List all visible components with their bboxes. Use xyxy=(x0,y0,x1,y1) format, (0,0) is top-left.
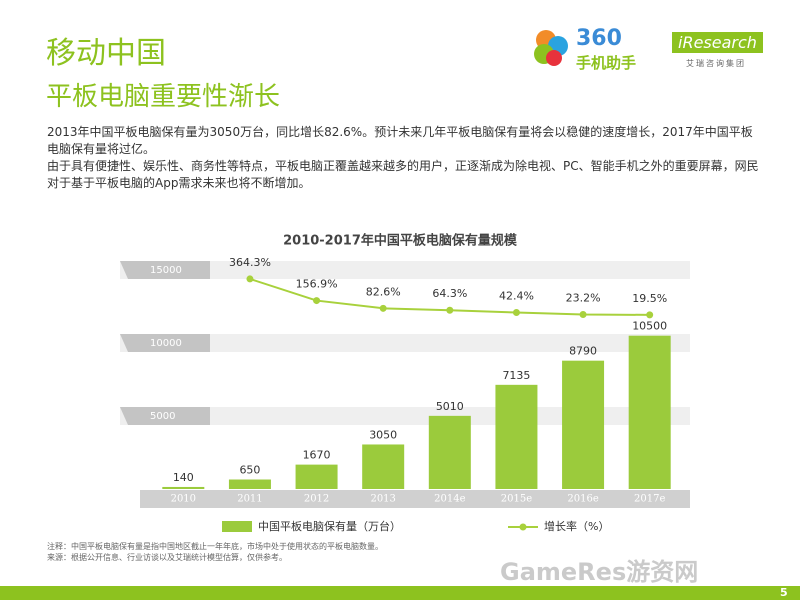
footer-bar xyxy=(0,586,800,600)
bar xyxy=(628,335,671,489)
growth-label: 64.3% xyxy=(432,287,467,300)
growth-point xyxy=(512,309,520,317)
x-tick-label: 2013 xyxy=(370,494,395,505)
y-tick-label: 5000 xyxy=(150,411,175,422)
bar xyxy=(228,479,271,489)
x-tick-label: 2014e xyxy=(434,494,465,505)
bar xyxy=(562,360,605,489)
bar-label: 3050 xyxy=(369,428,397,441)
bar xyxy=(428,415,471,489)
grid-band xyxy=(120,334,690,352)
growth-point xyxy=(579,311,587,319)
tick-ribbon xyxy=(120,261,210,279)
page-number: 5 xyxy=(780,586,788,599)
brand: 360 xyxy=(576,26,622,51)
legend-label: 中国平板电脑保有量（万台） xyxy=(258,519,401,533)
brand-sub: 手机助手 xyxy=(576,54,637,72)
title: 移动中国 xyxy=(46,36,166,71)
paragraph: 由于具有便捷性、娱乐性、商务性等特点，平板电脑正覆盖越来越多的用户，正逐渐成为除… xyxy=(47,159,759,190)
brand-icon xyxy=(534,30,568,66)
growth-label: 42.4% xyxy=(499,290,534,303)
x-tick-label: 2012 xyxy=(304,494,329,505)
x-axis-band xyxy=(140,490,690,508)
research-logo: iResearch xyxy=(672,32,763,53)
paragraph: 2013年中国平板电脑保有量为3050万台，同比增长82.6%。预计未来几年平板… xyxy=(47,125,753,156)
note: 来源：根据公开信息、行业访谈以及艾瑞统计模型估算，仅供参考。 xyxy=(47,553,287,562)
bar xyxy=(362,444,405,489)
chart-title: 2010-2017年中国平板电脑保有量规模 xyxy=(283,233,518,249)
bar xyxy=(295,464,338,489)
grid-band xyxy=(120,261,690,279)
bar-label: 5010 xyxy=(436,400,464,413)
bar-label: 10500 xyxy=(632,320,667,333)
growth-point xyxy=(246,275,254,283)
grid-band xyxy=(120,407,690,425)
y-tick-label: 10000 xyxy=(150,338,182,349)
bar xyxy=(162,486,205,489)
growth-label: 82.6% xyxy=(366,285,401,298)
bar-label: 1670 xyxy=(303,449,331,462)
x-tick-label: 2017e xyxy=(634,494,665,505)
tick-ribbon xyxy=(120,407,210,425)
note: 注释：中国平板电脑保有量是指中国地区截止一年年底，市场中处于使用状态的平板电脑数… xyxy=(47,542,383,551)
watermark: GameRes游资网 xyxy=(500,558,699,586)
x-tick-label: 2016e xyxy=(567,494,598,505)
growth-label: 364.3% xyxy=(229,256,271,269)
x-tick-label: 2010 xyxy=(171,494,196,505)
growth-point xyxy=(446,306,454,314)
bar-label: 8790 xyxy=(569,345,597,358)
growth-label: 23.2% xyxy=(566,292,601,305)
legend-swatch xyxy=(222,521,252,532)
tick-ribbon xyxy=(120,334,210,352)
growth-point xyxy=(379,304,387,312)
x-tick-label: 2015e xyxy=(501,494,532,505)
legend-label: 增长率（%） xyxy=(544,519,609,533)
bar-label: 7135 xyxy=(502,369,530,382)
x-tick-label: 2011 xyxy=(237,494,262,505)
growth-point xyxy=(646,311,654,319)
legend-swatch xyxy=(519,523,527,531)
y-tick-label: 15000 xyxy=(150,265,182,276)
bar xyxy=(495,384,538,489)
subtitle: 平板电脑重要性渐长 xyxy=(46,82,281,112)
growth-label: 156.9% xyxy=(296,278,338,291)
growth-label: 19.5% xyxy=(632,292,667,305)
bar-label: 140 xyxy=(173,471,194,484)
growth-point xyxy=(313,297,321,305)
research-sub: 艾瑞咨询集团 xyxy=(686,59,746,68)
bar-label: 650 xyxy=(239,464,260,477)
